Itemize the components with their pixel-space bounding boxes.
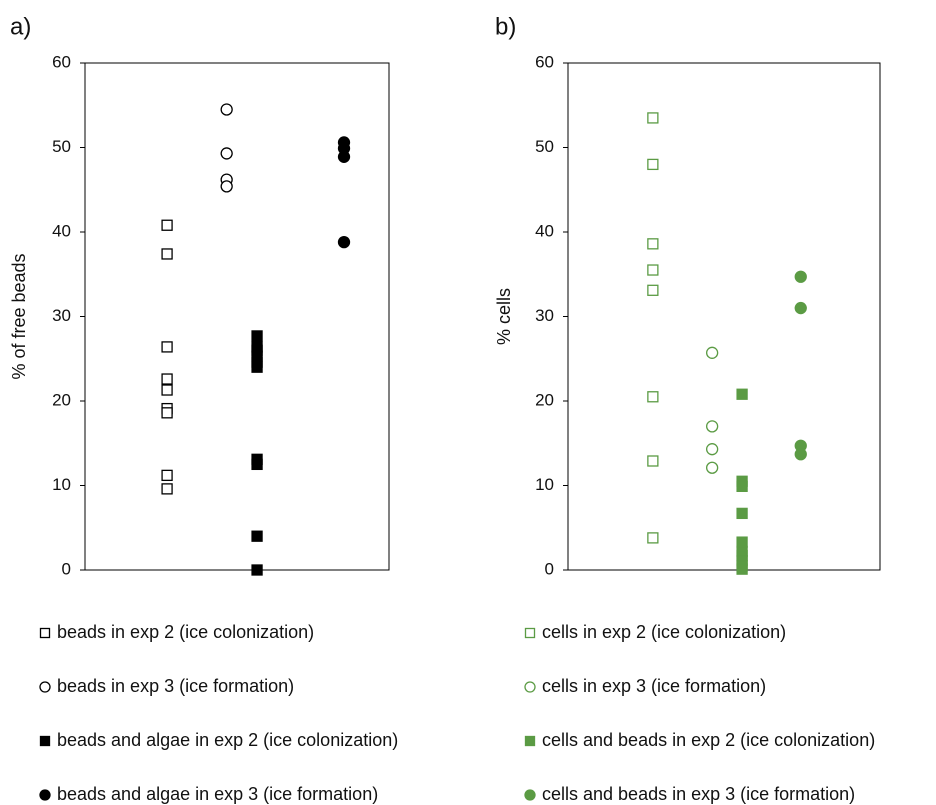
y-tick-label: 0	[545, 559, 554, 578]
y-axis-label: % of free beads	[9, 253, 29, 379]
marker	[337, 235, 351, 249]
marker	[251, 458, 263, 471]
marker	[705, 346, 719, 359]
marker	[337, 150, 351, 163]
marker	[794, 270, 807, 283]
marker	[39, 735, 51, 747]
marker	[161, 248, 173, 260]
y-tick-label: 50	[52, 137, 71, 156]
plot-frame	[567, 62, 881, 571]
marker	[524, 735, 536, 747]
marker	[647, 264, 659, 276]
y-tick-label: 60	[52, 52, 71, 71]
legend-label: cells and beads in exp 2 (ice colonizati…	[542, 730, 875, 750]
y-tick-label: 20	[52, 390, 71, 409]
marker	[220, 103, 233, 116]
marker	[647, 391, 659, 403]
marker	[161, 483, 173, 495]
marker	[736, 563, 748, 575]
legend-label: beads and algae in exp 2 (ice colonizati…	[57, 730, 398, 750]
legend-label: beads in exp 2 (ice colonization)	[57, 622, 314, 642]
marker	[647, 112, 659, 124]
marker	[705, 461, 719, 474]
legend-label: cells and beads in exp 3 (ice formation)	[542, 784, 855, 804]
marker	[524, 789, 536, 801]
marker	[39, 681, 51, 693]
legend-label: beads in exp 3 (ice formation)	[57, 676, 294, 696]
marker	[39, 627, 51, 639]
marker	[161, 407, 173, 419]
y-tick-label: 50	[535, 137, 554, 156]
y-tick-label: 30	[535, 306, 554, 325]
panel-label: a)	[10, 13, 31, 40]
marker	[647, 158, 659, 171]
marker	[794, 301, 807, 315]
marker	[736, 388, 748, 400]
marker	[736, 507, 748, 520]
marker	[161, 341, 173, 353]
legend-label: beads and algae in exp 3 (ice formation)	[57, 784, 378, 804]
marker	[251, 564, 263, 576]
marker	[161, 373, 173, 385]
marker	[39, 789, 51, 801]
marker	[736, 480, 748, 492]
marker	[220, 147, 233, 160]
y-tick-label: 0	[62, 559, 71, 578]
y-axis-label: % cells	[494, 288, 514, 345]
marker	[161, 469, 173, 482]
y-tick-label: 40	[52, 221, 71, 240]
marker	[705, 443, 719, 456]
marker	[794, 448, 807, 461]
y-tick-label: 60	[535, 52, 554, 71]
legend-label: cells in exp 2 (ice colonization)	[542, 622, 786, 642]
marker	[220, 180, 233, 193]
marker	[705, 420, 719, 433]
y-tick-label: 30	[52, 306, 71, 325]
marker	[251, 330, 263, 342]
y-tick-label: 40	[535, 221, 554, 240]
marker	[736, 536, 748, 548]
marker	[647, 238, 659, 250]
marker	[161, 219, 173, 231]
legend-label: cells in exp 3 (ice formation)	[542, 676, 766, 696]
marker	[251, 361, 263, 373]
marker	[524, 627, 536, 639]
marker	[647, 284, 659, 296]
marker	[251, 530, 263, 542]
marker	[161, 384, 173, 396]
y-tick-label: 10	[52, 475, 71, 494]
marker	[524, 681, 536, 693]
y-tick-label: 10	[535, 475, 554, 494]
y-tick-label: 20	[535, 390, 554, 409]
marker	[647, 532, 659, 544]
marker	[647, 455, 659, 467]
panel-label: b)	[495, 13, 516, 40]
